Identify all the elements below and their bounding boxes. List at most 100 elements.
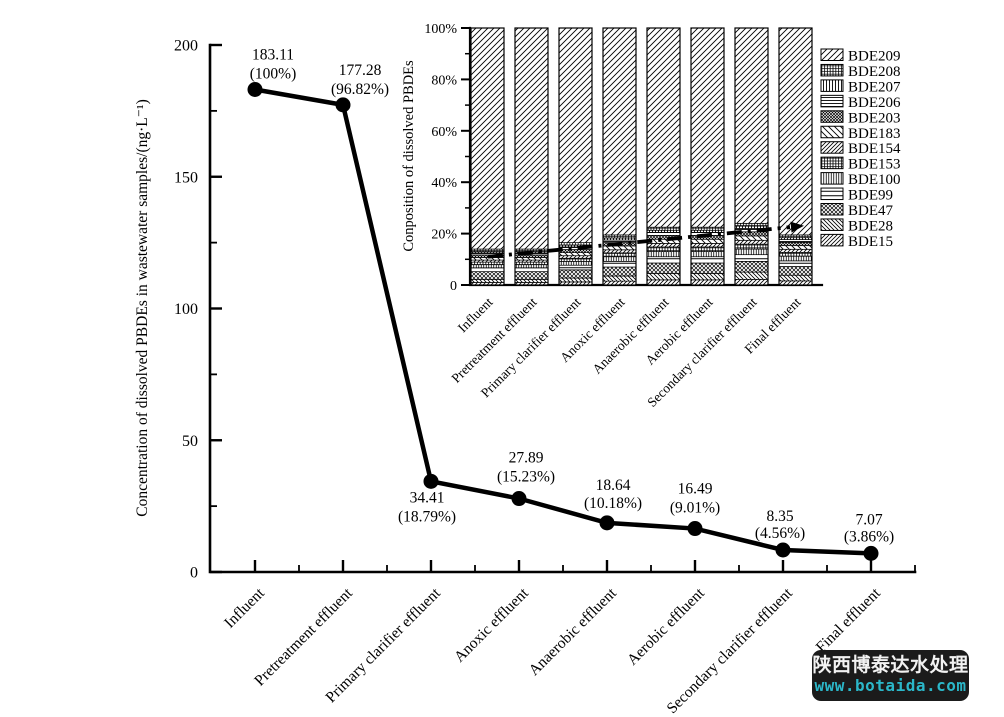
inset-bar-segment [778,239,813,243]
inset-bar-segment [690,279,725,286]
main-point-value-label: 8.35 [766,508,793,525]
inset-bar-segment [778,248,813,253]
legend-swatch [820,48,844,61]
main-point-percent-label: (9.01%) [670,500,720,517]
legend-label: BDE208 [848,64,901,80]
legend-swatch [820,203,844,216]
inset-bar-segment [778,260,813,267]
main-point-value-label: 183.11 [252,47,294,64]
legend-swatch [820,233,844,247]
main-point-value-label: 34.41 [410,489,445,506]
inset-x-category-label: Anaerobic effluent [589,294,671,376]
inset-bar-segment [558,242,593,246]
inset-trend-arrow-head [790,221,804,233]
inset-bar-segment [514,267,549,272]
main-point-percent-label: (10.18%) [584,495,642,512]
inset-bar-segment [734,222,769,227]
inset-bar-segment [646,231,681,236]
main-point-percent-label: (4.56%) [755,525,805,542]
inset-bar-segment [602,249,637,254]
inset-bar-segment [470,27,505,250]
main-data-point [423,473,439,489]
inset-bar-segment [602,261,637,268]
inset-bar-segment [558,255,593,259]
inset-bar-segment [558,261,593,266]
legend-label: BDE207 [848,79,901,95]
legend-label: BDE154 [848,141,901,157]
inset-bar-segment [690,246,725,252]
main-x-category-label: Aerobic effluent [624,584,708,668]
inset-bar-segment [558,277,593,283]
legend-swatch [820,125,844,139]
inset-bar-segment [690,27,725,228]
inset-bar-segment [690,256,725,264]
inset-bar-segment [602,27,637,236]
inset-bar-segment [558,252,593,257]
main-y-tick-label: 50 [182,433,198,450]
main-x-category-label: Pretreatment effluent [251,584,356,689]
main-data-point [511,491,527,507]
inset-bar-segment [646,262,681,274]
inset-bar-outline [646,27,681,286]
watermark-badge: 陕西博泰达水处理 www.botaida.com [812,650,969,701]
inset-bar-outline [690,27,725,286]
main-point-value-label: 18.64 [596,477,631,494]
main-point-value-label: 27.89 [509,450,544,467]
inset-stacked-bar-chart: 0 20% 40% 60% 80% 100% Conposition of dissolve… [401,22,901,410]
main-data-point [247,82,263,98]
inset-bar-segment [734,261,769,273]
legend-swatch [820,218,844,231]
inset-bar-segment [470,271,505,280]
inset-bar-segment [558,249,593,253]
main-data-point [599,515,615,531]
inset-bar-segment [470,261,505,266]
inset-bar-segment [778,241,813,247]
main-x-category-label: Influent [221,584,268,631]
legend-swatch [820,63,844,77]
inset-bar-segment [646,279,681,286]
legend-swatch [820,141,844,154]
inset-bar-segment [470,267,505,272]
inset-bar-segment [778,234,813,239]
inset-bar-segment [690,273,725,281]
inset-x-category-label: Influent [455,294,496,335]
inset-bar-segment [646,251,681,258]
inset-bar-segment [514,278,549,283]
inset-bar-segment [646,256,681,264]
legend-swatch [820,187,844,201]
legend-swatch [820,172,844,185]
main-y-tick-label: 150 [174,169,198,186]
legend-label: BDE99 [848,188,893,204]
legend-swatch [820,79,844,92]
inset-bar-segment [778,274,813,282]
legend-swatch [820,94,844,108]
main-point-percent-label: (3.86%) [844,528,894,545]
inset-bar-segment [646,226,681,231]
main-y-tick-label: 0 [190,565,198,582]
legend-label: BDE183 [848,126,901,142]
inset-bar-segment [690,226,725,231]
main-point-percent-label: (15.23%) [497,469,555,486]
inset-y-tick-label: 60% [431,125,457,140]
inset-y-tick-label: 20% [431,228,457,243]
main-y-axis-title: Concentration of dissolved PBDEs in wast… [134,99,151,516]
inset-bar-segment [558,269,593,279]
inset-bar-segment [778,280,813,286]
inset-y-tick-label: 100% [424,22,457,37]
inset-bar-segment [778,245,813,250]
inset-bar-segment [470,257,505,261]
inset-bar-segment [602,266,637,277]
inset-bar-segment [646,273,681,281]
inset-bar-segment [778,252,813,257]
inset-bar-outline [602,27,637,286]
inset-bar-segment [734,254,769,262]
inset-bar-segment [734,271,769,280]
inset-bar-segment [734,27,769,224]
inset-bar-outline [734,27,769,286]
inset-bar-outline [558,27,593,286]
legend-label: BDE47 [848,203,894,219]
inset-bar-segment [470,278,505,283]
watermark-url: www.botaida.com [814,676,967,696]
main-data-point [863,545,879,561]
